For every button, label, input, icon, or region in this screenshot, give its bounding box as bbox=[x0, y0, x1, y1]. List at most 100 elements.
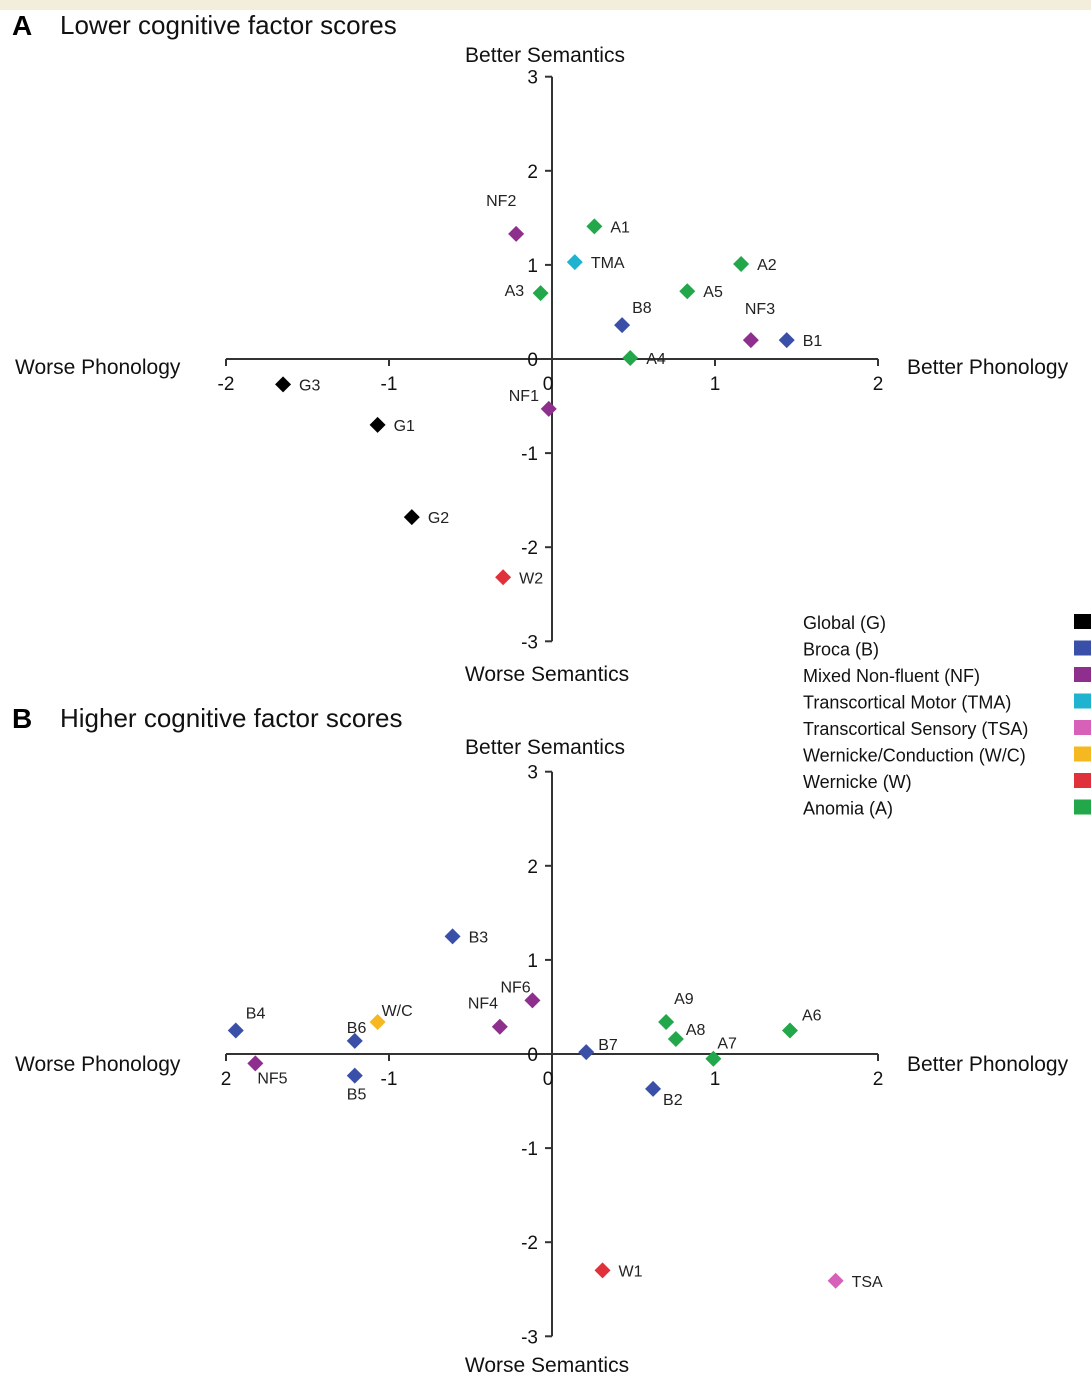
panel-a-x-tick-label: 0 bbox=[543, 374, 554, 395]
panel-a-point-label: NF1 bbox=[509, 388, 539, 405]
panel-b-point-nf4 bbox=[491, 1018, 508, 1035]
panel-b-point-tsa bbox=[827, 1272, 844, 1289]
legend-label: Wernicke/Conduction (W/C) bbox=[803, 746, 1026, 766]
panel-b-point-label: A7 bbox=[717, 1036, 737, 1053]
panel-b-point-label: NF6 bbox=[500, 979, 530, 996]
panel-b-x-right-label: Better Phonology bbox=[907, 1053, 1069, 1076]
panel-b-y-tick-label: -3 bbox=[521, 1327, 538, 1348]
panel-b-y-tick-label: -2 bbox=[521, 1233, 538, 1254]
legend-label: Transcortical Sensory (TSA) bbox=[803, 719, 1028, 739]
panel-a-point-label: B1 bbox=[803, 333, 823, 350]
panel-a-point-a5 bbox=[679, 283, 696, 300]
panel-a-x-right-label: Better Phonology bbox=[907, 356, 1069, 379]
panel-b-y-tick-label: 2 bbox=[527, 857, 538, 878]
panel-b-point-nf5 bbox=[247, 1055, 264, 1072]
legend-swatch bbox=[1074, 693, 1091, 709]
panel-a-point-label: G3 bbox=[299, 377, 320, 394]
panel-b-letter: B bbox=[12, 703, 32, 734]
legend-swatch bbox=[1074, 746, 1091, 762]
panel-a-letter: A bbox=[12, 10, 32, 41]
panel-b-point-a7 bbox=[705, 1050, 722, 1067]
panel-b-point-label: B5 bbox=[347, 1087, 367, 1104]
panel-a-x-tick-label: 1 bbox=[710, 374, 721, 395]
panel-a-point-label: G1 bbox=[394, 418, 415, 435]
panel-b-x-tick-label: 0 bbox=[543, 1069, 554, 1090]
panel-a-point-g3 bbox=[275, 376, 292, 393]
panel-b-point-label: A8 bbox=[686, 1022, 706, 1039]
legend-swatch bbox=[1074, 667, 1091, 682]
panel-a-point-label: A2 bbox=[757, 257, 777, 274]
panel-b-point-w1 bbox=[594, 1262, 611, 1279]
panel-a-point-label: A3 bbox=[505, 283, 525, 300]
legend-label: Broca (B) bbox=[803, 640, 879, 660]
panel-a-point-g2 bbox=[403, 509, 420, 526]
panel-a-point-b1 bbox=[778, 332, 795, 349]
panel-a-point-label: A5 bbox=[703, 284, 723, 301]
panel-a-point-a4 bbox=[622, 350, 639, 367]
panel-b-point-a6 bbox=[781, 1022, 798, 1039]
panel-b-point-label: NF5 bbox=[257, 1070, 287, 1087]
panel-b-point-b4 bbox=[227, 1022, 244, 1039]
legend-label: Anomia (A) bbox=[803, 799, 893, 819]
panel-a-y-tick-label: -3 bbox=[521, 632, 538, 653]
panel-a-point-nf3 bbox=[742, 332, 759, 349]
panel-b-y-tick-label: 0 bbox=[527, 1045, 538, 1066]
panel-a-plot: -2 -1 0 1 2 3 2 1 -1 -2 -3 0 G3 G1 G2 B8 B1 NF2 NF3 NF1 TMA W… bbox=[218, 68, 884, 654]
panel-a-point-label: A1 bbox=[610, 219, 630, 236]
panel-b-point-label: TSA bbox=[852, 1274, 883, 1291]
panel-b-x-tick-label: 2 bbox=[873, 1069, 884, 1090]
panel-b-point-label: B7 bbox=[598, 1037, 618, 1054]
panel-b-point-w-c bbox=[369, 1014, 386, 1031]
panel-b-y-tick-label: 3 bbox=[527, 763, 538, 784]
panel-b-point-label: A6 bbox=[802, 1007, 822, 1024]
panel-a-point-tma bbox=[566, 254, 583, 271]
panel-a-point-label: B8 bbox=[632, 300, 652, 317]
panel-b-point-b6 bbox=[346, 1032, 363, 1049]
legend-label: Transcortical Motor (TMA) bbox=[803, 693, 1011, 713]
panel-a-point-label: TMA bbox=[591, 255, 625, 272]
panel-a-point-b8 bbox=[614, 317, 631, 334]
top-border bbox=[0, 0, 1091, 10]
legend-swatch bbox=[1074, 773, 1091, 788]
legend: Global (G) Broca (B) Mixed Non-fluent (NF)… bbox=[803, 613, 1091, 819]
panel-a-point-a1 bbox=[586, 218, 603, 235]
legend-swatch bbox=[1074, 720, 1091, 735]
panel-b-point-a9 bbox=[658, 1014, 675, 1031]
panel-a-point-w2 bbox=[495, 569, 512, 586]
panel-b-point-label: B3 bbox=[469, 929, 489, 946]
panel-a-point-label: W2 bbox=[519, 570, 543, 587]
panel-a-x-tick-label: -2 bbox=[218, 374, 235, 395]
panel-a-point-nf1 bbox=[540, 400, 557, 417]
legend-swatch bbox=[1074, 640, 1091, 656]
legend-swatch bbox=[1074, 614, 1091, 629]
legend-label: Global (G) bbox=[803, 613, 886, 633]
panel-b-point-b2 bbox=[645, 1080, 662, 1097]
panel-b-y-tick-label: 1 bbox=[527, 951, 538, 972]
panel-a-x-tick-label: -1 bbox=[381, 374, 398, 395]
legend-label: Mixed Non-fluent (NF) bbox=[803, 666, 980, 686]
panel-a-y-tick-label: 1 bbox=[527, 256, 538, 277]
panel-b-point-b3 bbox=[444, 928, 461, 945]
legend-swatch bbox=[1074, 799, 1091, 815]
panel-b-point-label: B6 bbox=[347, 1020, 367, 1037]
panel-b-x-tick-label: 2 bbox=[221, 1069, 232, 1090]
panel-a-point-label: NF2 bbox=[486, 193, 516, 210]
panel-b-point-a8 bbox=[667, 1030, 684, 1047]
panel-b-y-tick-label: -1 bbox=[521, 1139, 538, 1160]
panel-a-x-tick-label: 2 bbox=[873, 374, 884, 395]
panel-a-point-a3 bbox=[532, 285, 549, 302]
panel-b-y-bottom-label: Worse Semantics bbox=[465, 1354, 629, 1376]
panel-b-point-nf6 bbox=[524, 992, 541, 1009]
legend-label: Wernicke (W) bbox=[803, 772, 912, 792]
panel-a-y-tick-label: -2 bbox=[521, 538, 538, 559]
panel-b-x-tick-label: 1 bbox=[710, 1069, 721, 1090]
panel-a-point-label: NF3 bbox=[745, 301, 775, 318]
panel-b-point-label: A9 bbox=[674, 991, 694, 1008]
panel-b-point-label: B2 bbox=[663, 1092, 683, 1109]
panel-a-y-tick-label: 2 bbox=[527, 162, 538, 183]
panel-a-point-nf2 bbox=[508, 225, 525, 242]
panel-a-point-a2 bbox=[733, 255, 750, 272]
panel-a-y-tick-label: 3 bbox=[527, 68, 538, 89]
